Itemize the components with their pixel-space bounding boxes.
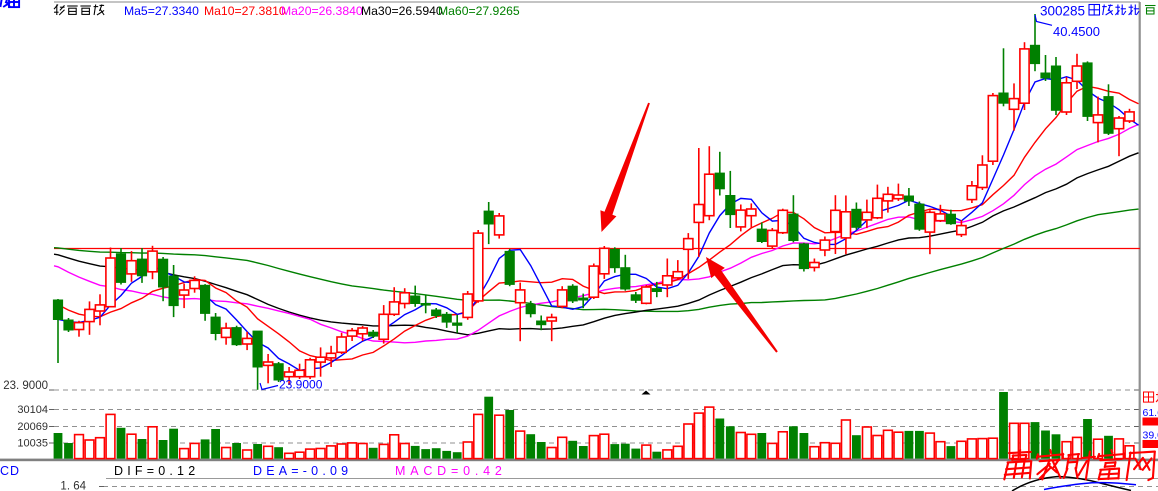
svg-text:39.0: 39.0: [1143, 430, 1158, 442]
svg-text:Ma5=27.3340: Ma5=27.3340: [124, 4, 199, 18]
svg-text:30104: 30104: [17, 404, 48, 416]
svg-text:Ma10=27.3810: Ma10=27.3810: [204, 4, 286, 18]
svg-text:CD: CD: [0, 464, 20, 478]
svg-text:40.4500: 40.4500: [1053, 24, 1100, 39]
svg-text:DEA=-0.09: DEA=-0.09: [253, 464, 352, 478]
svg-text:Ma20=26.3840: Ma20=26.3840: [281, 4, 363, 18]
svg-text:DIF=0.12: DIF=0.12: [114, 464, 199, 478]
svg-text:Ma60=27.9265: Ma60=27.9265: [438, 4, 520, 18]
svg-text:10035: 10035: [17, 438, 48, 450]
svg-text:Ma30=26.5940: Ma30=26.5940: [361, 4, 443, 18]
svg-text:61.6: 61.6: [1143, 407, 1158, 419]
svg-text:23.9000: 23.9000: [279, 378, 323, 392]
svg-text:MACD=0.42: MACD=0.42: [395, 464, 507, 478]
svg-text:20069: 20069: [17, 421, 48, 433]
svg-text:300285: 300285: [1040, 4, 1085, 19]
svg-text:23. 9000: 23. 9000: [3, 380, 48, 392]
svg-text:1. 64: 1. 64: [60, 481, 86, 491]
